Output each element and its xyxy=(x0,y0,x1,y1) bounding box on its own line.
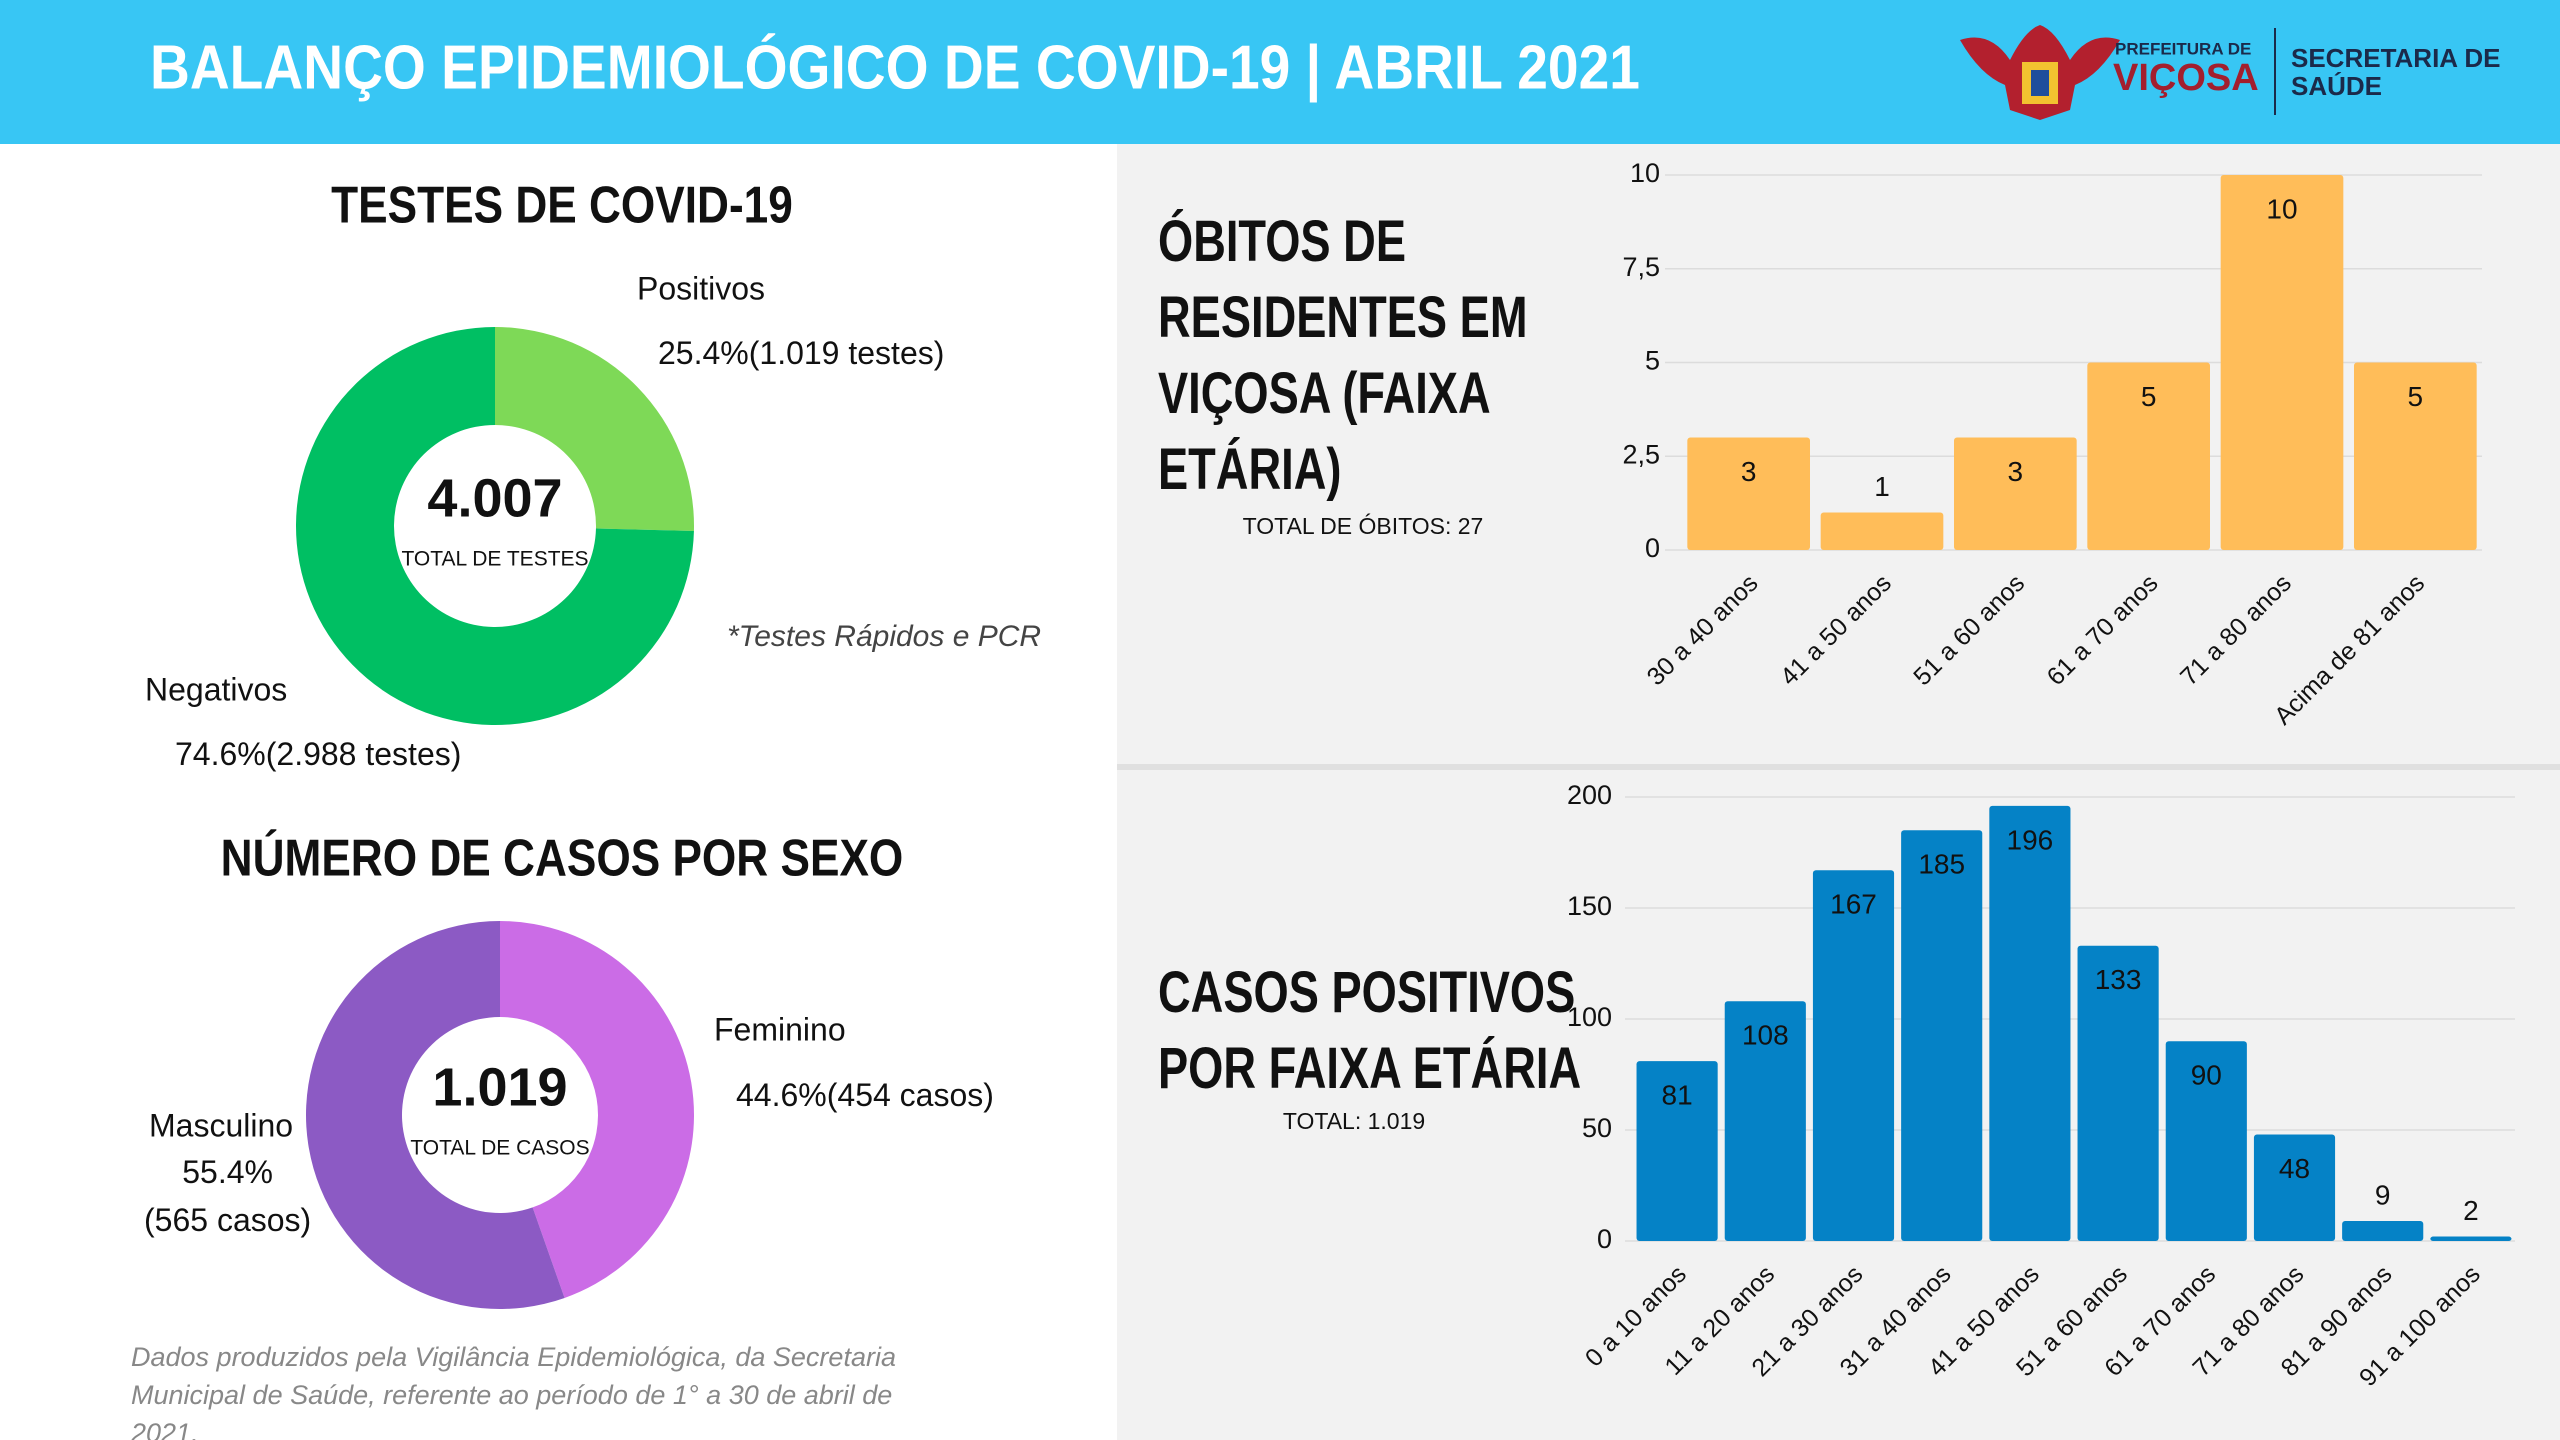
center-total: 1.019 xyxy=(432,1057,567,1117)
center-total: 4.007 xyxy=(427,468,562,528)
chart-title: TESTES DE COVID-19 xyxy=(331,176,793,234)
bar xyxy=(2087,362,2210,550)
value-label: 108 xyxy=(1742,1020,1789,1051)
value-label: 3 xyxy=(1741,456,1757,487)
bar xyxy=(1724,1001,1806,1241)
value-label: 167 xyxy=(1830,889,1877,920)
bar xyxy=(2430,1236,2512,1241)
bar xyxy=(2077,945,2159,1241)
value-label: 90 xyxy=(2191,1060,2222,1091)
bar xyxy=(2342,1221,2424,1241)
chart-title: NÚMERO DE CASOS POR SEXO xyxy=(221,828,904,887)
slice-value: 55.4% (565 casos) xyxy=(144,1154,312,1238)
y-tick-label: 5 xyxy=(1645,346,1660,376)
value-label: 5 xyxy=(2141,381,2157,412)
chart-title: CASOS POSITIVOS POR FAIXA ETÁRIA xyxy=(1158,960,1582,1101)
chart-title: ÓBITOS DE RESIDENTES EM VIÇOSA (FAIXA ET… xyxy=(1158,209,1528,502)
value-label: 9 xyxy=(2375,1179,2391,1210)
center-label: TOTAL DE CASOS xyxy=(410,1137,589,1160)
value-label: 196 xyxy=(2007,824,2054,855)
slice-value: 25.4%(1.019 testes) xyxy=(658,335,945,371)
pie-slice xyxy=(495,327,694,532)
bar xyxy=(1901,830,1983,1241)
note: *Testes Rápidos e PCR xyxy=(727,620,1041,653)
y-tick-label: 50 xyxy=(1582,1113,1612,1143)
bar xyxy=(1989,805,2071,1241)
y-tick-label: 100 xyxy=(1567,1002,1612,1032)
pie-slice xyxy=(296,327,694,725)
chart-subtitle: TOTAL DE ÓBITOS: 27 xyxy=(1243,513,1484,539)
bar xyxy=(2220,175,2344,550)
logo-emblem xyxy=(1960,25,2120,120)
pie-slice xyxy=(305,921,565,1309)
slice-name: Positivos xyxy=(637,270,765,306)
value-label: 1 xyxy=(1874,471,1890,502)
center-label: TOTAL DE TESTES xyxy=(401,548,588,571)
value-label: 81 xyxy=(1662,1080,1693,1111)
value-label: 3 xyxy=(2008,456,2024,487)
logo-name: VIÇOSA xyxy=(2113,57,2259,99)
y-tick-label: 10 xyxy=(1630,158,1660,188)
y-tick-label: 200 xyxy=(1567,780,1612,810)
value-label: 10 xyxy=(2266,193,2297,224)
slice-value: 74.6%(2.988 testes) xyxy=(175,736,462,772)
bar xyxy=(2165,1041,2247,1241)
footer-note: Dados produzidos pela Vigilância Epidemi… xyxy=(131,1342,896,1440)
logo-top: PREFEITURA DE xyxy=(2115,39,2251,58)
pie-slice xyxy=(500,921,694,1298)
value-label: 185 xyxy=(1918,849,1965,880)
slice-name: Negativos xyxy=(145,671,287,707)
bar xyxy=(1954,437,2077,550)
value-label: 133 xyxy=(2095,964,2142,995)
bar xyxy=(2253,1134,2336,1241)
y-tick-label: 2,5 xyxy=(1622,439,1660,469)
bar xyxy=(1820,512,1944,550)
header-title: BALANÇO EPIDEMIOLÓGICO DE COVID-19 | ABR… xyxy=(150,33,1640,103)
bar xyxy=(2354,362,2477,550)
chart-subtitle: TOTAL: 1.019 xyxy=(1283,1108,1425,1134)
slice-name: Feminino xyxy=(714,1011,846,1047)
dept-line: SAÚDE xyxy=(2291,71,2382,101)
y-tick-label: 0 xyxy=(1597,1224,1612,1254)
bar xyxy=(1812,870,1895,1241)
dept-line: SECRETARIA DE xyxy=(2291,43,2500,73)
value-label: 2 xyxy=(2463,1195,2479,1226)
header-bar xyxy=(0,0,2560,144)
bar xyxy=(1687,437,1810,550)
value-label: 5 xyxy=(2408,381,2424,412)
y-tick-label: 7,5 xyxy=(1622,252,1660,282)
slice-name: Masculino xyxy=(149,1107,293,1143)
value-label: 48 xyxy=(2279,1153,2310,1184)
y-tick-label: 150 xyxy=(1567,891,1612,921)
slice-value: 44.6%(454 casos) xyxy=(736,1077,994,1113)
y-tick-label: 0 xyxy=(1645,533,1660,563)
panel-divider xyxy=(1117,764,2560,770)
bar xyxy=(1636,1061,1718,1241)
